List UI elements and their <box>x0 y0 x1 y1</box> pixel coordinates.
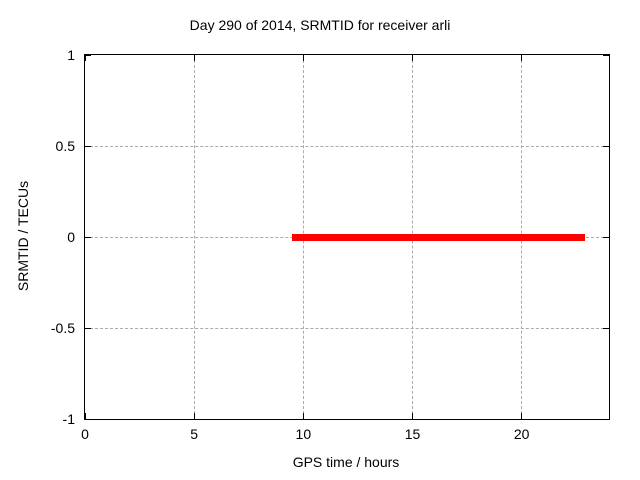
y-gridline <box>85 327 609 329</box>
x-tick-label: 10 <box>295 426 312 442</box>
y-tick-mark-right <box>603 327 609 329</box>
x-tick-mark-bottom <box>521 413 523 419</box>
x-tick-label: 15 <box>404 426 421 442</box>
y-tick-label: 1 <box>67 47 75 63</box>
y-tick-mark-left <box>85 145 91 147</box>
x-tick-label: 20 <box>513 426 530 442</box>
x-tick-mark-bottom <box>193 413 195 419</box>
y-tick-mark-right <box>603 145 609 147</box>
x-tick-label: 0 <box>81 426 89 442</box>
y-tick-mark-left <box>85 236 91 238</box>
x-tick-mark-bottom <box>302 413 304 419</box>
y-tick-mark-left <box>85 418 91 420</box>
x-tick-mark-bottom <box>412 413 413 419</box>
data-series-segment <box>292 233 585 241</box>
y-tick-mark-left <box>85 54 91 56</box>
x-axis-label: GPS time / hours <box>292 454 400 470</box>
x-tick-mark-top <box>302 55 304 61</box>
y-tick-label: -1 <box>62 411 75 427</box>
y-gridline <box>85 145 609 147</box>
x-tick-mark-bottom <box>84 413 86 419</box>
y-tick-mark-right <box>603 418 609 420</box>
x-tick-mark-top <box>412 55 413 61</box>
y-tick-mark-right <box>603 236 609 238</box>
x-tick-mark-top <box>193 55 195 61</box>
y-tick-mark-right <box>603 54 609 56</box>
x-tick-mark-top <box>84 55 86 61</box>
y-tick-label: 0 <box>67 229 75 245</box>
y-tick-label: 0.5 <box>55 138 75 154</box>
plot-area: 0 5 10 15 20 -1 -0.5 0 0.5 1 <box>51 47 610 442</box>
y-tick-mark-left <box>85 327 91 329</box>
chart-title: Day 290 of 2014, SRMTID for receiver arl… <box>189 17 451 33</box>
x-tick-label: 5 <box>190 426 199 442</box>
y-tick-label: -0.5 <box>50 320 75 336</box>
x-tick-mark-top <box>521 55 523 61</box>
